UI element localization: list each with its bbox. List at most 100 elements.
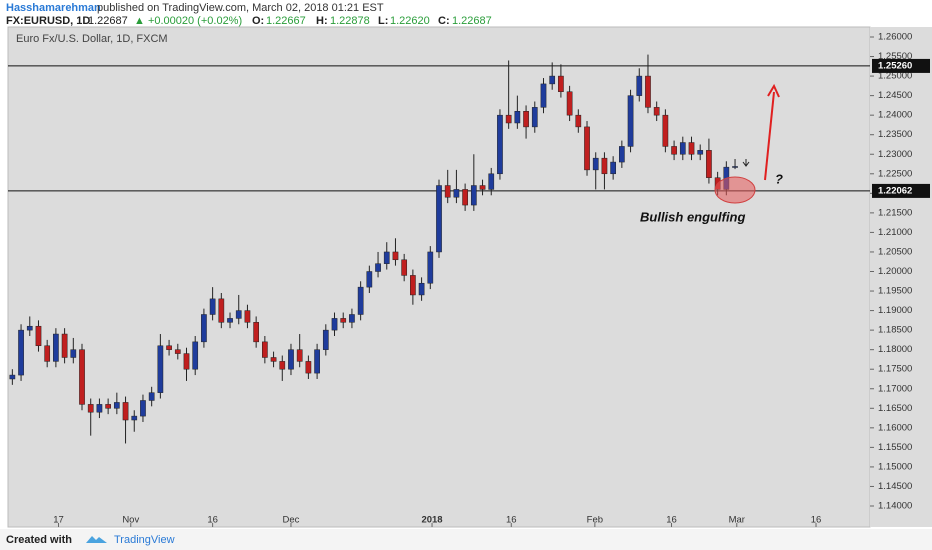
candle-body — [488, 173, 495, 190]
candle-body — [375, 263, 381, 272]
candle-body — [18, 329, 24, 376]
candle-body — [296, 349, 303, 362]
arrow — [764, 91, 775, 181]
candle-body — [53, 333, 59, 362]
y-tick-label: 1.21500 — [878, 207, 912, 218]
open-label: O: — [252, 15, 264, 27]
y-tick-label: 1.17000 — [878, 383, 912, 394]
y-tick-label: 1.14500 — [878, 481, 912, 492]
published: published on TradingView.com, March 02, … — [97, 2, 384, 14]
candle-body — [732, 166, 738, 168]
close-value: 1.22687 — [452, 15, 492, 27]
candle-body — [148, 392, 155, 401]
question-annotation: ? — [775, 171, 783, 186]
pattern-annotation: Bullish engulfing — [640, 209, 745, 224]
candle-body — [645, 75, 651, 108]
candle-body — [497, 114, 503, 175]
y-tick-label: 1.16000 — [878, 422, 912, 433]
y-tick-label: 1.19000 — [878, 305, 912, 316]
candle-body — [679, 142, 686, 155]
y-tick-label: 1.23000 — [878, 149, 912, 160]
price-axis — [870, 27, 932, 527]
x-tick-label: Nov — [122, 515, 139, 526]
candle-body — [470, 185, 477, 206]
candle-body — [706, 150, 712, 178]
y-tick-label: 1.25500 — [878, 51, 912, 62]
candle-body — [157, 345, 164, 393]
candle-body — [26, 325, 33, 331]
x-tick-label: Dec — [283, 515, 300, 526]
candle-body — [331, 318, 338, 331]
price-label-box — [872, 183, 930, 198]
open-value: 1.22667 — [266, 15, 306, 27]
candle-body — [357, 286, 364, 315]
plot-area — [7, 26, 871, 528]
candle-body — [166, 345, 172, 350]
candle-body — [349, 314, 355, 323]
last-price: 1.22687 — [88, 15, 128, 27]
candle-body — [9, 374, 16, 380]
candle-body — [262, 341, 268, 358]
candle-body — [697, 150, 704, 155]
candle-body — [453, 189, 460, 198]
candle-body — [35, 325, 42, 347]
candle-body — [140, 400, 146, 417]
y-tick-label: 1.24500 — [878, 90, 912, 101]
y-tick-label: 1.15000 — [878, 461, 912, 472]
x-tick-label: 16 — [207, 515, 218, 526]
candle-body — [131, 415, 138, 421]
candle-body — [122, 402, 129, 421]
price-label: 1.22062 — [878, 185, 912, 196]
candle-body — [444, 185, 451, 198]
candle-body — [514, 111, 521, 124]
brand[interactable]: TradingView — [114, 534, 175, 546]
candle-body — [235, 310, 242, 319]
created-with: Created with — [6, 534, 72, 546]
candle-body — [61, 333, 68, 358]
x-tick-label: Mar — [729, 515, 745, 526]
candle-body — [218, 298, 225, 323]
x-tick-label: 16 — [506, 515, 517, 526]
candle-body — [209, 298, 216, 315]
candle-body — [610, 161, 616, 175]
candle-body — [601, 157, 608, 175]
x-tick-label: 16 — [666, 515, 677, 526]
candle-body — [44, 345, 51, 362]
candle-body — [636, 75, 643, 96]
y-tick-label: 1.22500 — [878, 168, 912, 179]
candle-body — [688, 142, 695, 155]
x-tick-label: 16 — [811, 515, 822, 526]
footer — [0, 529, 932, 550]
candle-body — [531, 107, 538, 128]
candle-body — [79, 349, 85, 405]
y-tick-label: 1.16500 — [878, 403, 912, 414]
candle-body — [566, 91, 573, 116]
candle-body — [671, 146, 677, 155]
candle-body — [549, 75, 556, 85]
candle-body — [192, 341, 199, 370]
candle-body — [174, 349, 181, 354]
arrow-head — [767, 83, 780, 98]
candle-body — [523, 111, 529, 128]
candle-body — [479, 185, 486, 190]
candle-body — [401, 259, 408, 276]
candle-body — [540, 83, 547, 108]
candle-body — [340, 318, 347, 323]
y-tick-label: 1.21000 — [878, 227, 912, 238]
y-tick-label: 1.18500 — [878, 325, 912, 336]
candle-body — [392, 251, 399, 261]
x-tick-label: Feb — [587, 515, 603, 526]
change: ▲ +0.00020 (+0.02%) — [134, 15, 242, 27]
candle-body — [105, 404, 111, 409]
y-tick-label: 1.20500 — [878, 246, 912, 257]
candle-body — [322, 329, 329, 350]
y-tick-label: 1.26000 — [878, 32, 912, 43]
candle-body — [288, 349, 294, 370]
y-tick-label: 1.25000 — [878, 71, 912, 82]
small-arrow — [742, 159, 750, 167]
candle-body — [201, 314, 207, 343]
x-tick-label: 17 — [53, 515, 64, 526]
candle-body — [270, 357, 277, 362]
author: Hasshamarehman — [6, 2, 101, 14]
candle-body — [462, 189, 468, 206]
